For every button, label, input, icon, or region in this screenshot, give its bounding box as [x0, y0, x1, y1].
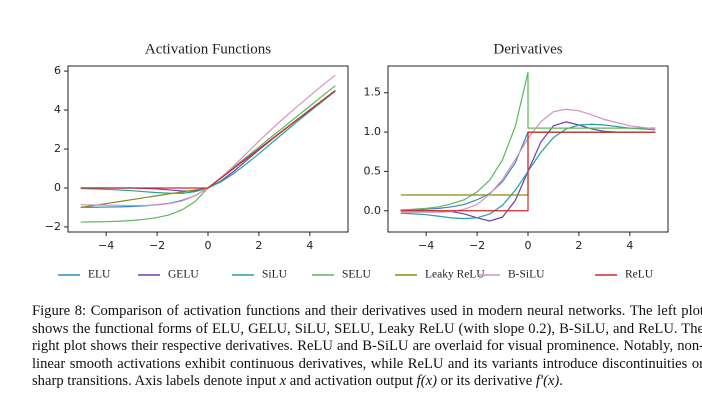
axes-frame [67, 65, 349, 233]
y-tick-label: 0.5 [364, 164, 382, 177]
y-tick-label: 6 [54, 64, 61, 77]
series-line [80, 90, 336, 189]
x-tick-label: −4 [98, 239, 114, 252]
y-tick-label: −2 [45, 220, 61, 233]
caption-math: x [279, 373, 287, 390]
x-tick-label: 0 [205, 239, 212, 252]
x-tick-label: −4 [418, 239, 434, 252]
legend-label: SiLU [262, 269, 288, 281]
caption-text: and activation output [286, 373, 417, 390]
x-tick-label: −2 [149, 239, 165, 252]
x-tick-label: 4 [626, 239, 633, 252]
chart-title: Derivatives [493, 41, 562, 57]
x-tick-label: 0 [525, 239, 532, 252]
legend-label: B-SiLU [508, 269, 545, 281]
caption-math: f′(x) [535, 373, 560, 390]
y-tick-label: 0 [54, 181, 61, 194]
y-tick-label: 0.0 [364, 204, 382, 217]
y-tick-label: 1.0 [364, 125, 382, 138]
caption-text: . [559, 373, 563, 390]
x-tick-label: 2 [575, 239, 582, 252]
figure: Activation Functions −2 0 2 4 6 −4 −2 0 2 4 Derivat… [45, 41, 669, 281]
series-line [400, 131, 656, 212]
legend-label: SELU [342, 269, 371, 281]
y-tick-label: 2 [54, 142, 61, 155]
legend-label: ReLU [625, 269, 654, 281]
legend-label: ELU [88, 269, 111, 281]
y-tick-label: 1.5 [364, 86, 382, 99]
caption-text: Figure 8: Comparison of activation funct… [32, 303, 702, 390]
y-tick-label: 4 [54, 103, 61, 116]
caption: Figure 8: Comparison of activation funct… [32, 303, 702, 391]
chart-title: Activation Functions [145, 41, 271, 57]
caption-text: or its derivative [436, 373, 536, 390]
x-tick-label: 4 [306, 239, 313, 252]
x-tick-label: 2 [255, 239, 262, 252]
x-tick-label: −2 [469, 239, 485, 252]
caption-math: f(x) [416, 373, 437, 390]
legend-label: GELU [168, 269, 199, 281]
axes-frame [387, 65, 669, 233]
series-line [400, 72, 656, 211]
series-line [80, 90, 336, 192]
legend-label: Leaky ReLU [425, 269, 485, 281]
series-line [80, 74, 336, 207]
